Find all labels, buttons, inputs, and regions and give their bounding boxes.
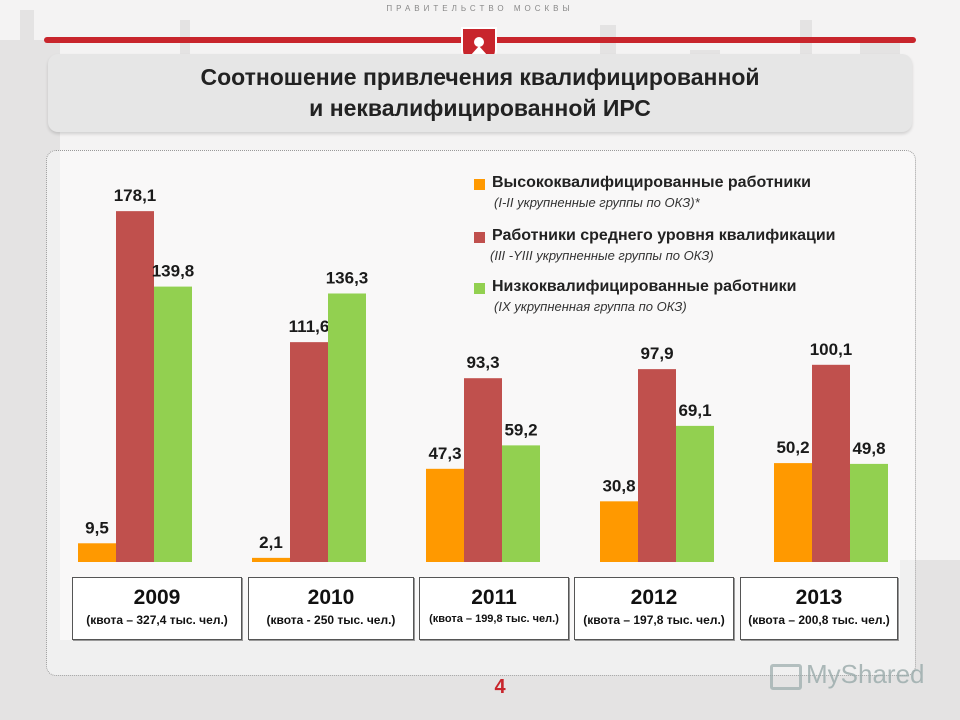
bar-mid-2010	[290, 342, 328, 562]
page-title: Соотношение привлечения квалифицированно…	[48, 62, 912, 124]
legend-name-low: Низкоквалифицированные работники	[492, 278, 797, 295]
legend-desc-mid: (III -YIII укрупненные группы по ОКЗ)	[490, 248, 714, 263]
data-label-mid-2013: 100,1	[810, 340, 853, 359]
data-label-high-2010: 2,1	[259, 533, 283, 552]
year-label: 2011	[471, 586, 517, 609]
page-number: 4	[494, 676, 506, 698]
bar-mid-2011	[464, 378, 502, 562]
data-label-high-2009: 9,5	[85, 518, 109, 537]
year-box-2009: 2009 (квота – 327,4 тыс. чел.)	[72, 577, 242, 640]
legend-name-high: Высококвалифицированные работники	[492, 174, 812, 191]
quota-label: (квота – 199,8 тыс. чел.)	[429, 613, 559, 625]
legend-swatch-high	[474, 179, 485, 190]
year-label: 2013	[795, 586, 843, 609]
data-label-high-2013: 50,2	[776, 438, 809, 457]
year-box-2012: 2012 (квота – 197,8 тыс. чел.)	[574, 577, 734, 640]
quota-label: (квота - 250 тыс. чел.)	[266, 613, 396, 627]
year-label: 2012	[630, 586, 678, 609]
watermark-logo-icon	[770, 664, 802, 690]
bar-high-2013	[774, 463, 812, 562]
bar-mid-2012	[638, 369, 676, 562]
year-box-2013: 2013 (квота – 200,8 тыс. чел.)	[740, 577, 898, 640]
year-box-2011: 2011 (квота – 199,8 тыс. чел.)	[419, 577, 569, 640]
bar-mid-2013	[812, 364, 850, 562]
quota-label: (квота – 197,8 тыс. чел.)	[583, 613, 725, 627]
title-line-2: и неквалифицированной ИРС	[309, 95, 651, 121]
data-label-mid-2009: 178,1	[114, 186, 157, 205]
title-box	[48, 54, 912, 132]
data-label-high-2011: 47,3	[428, 444, 461, 463]
bar-high-2012	[600, 501, 638, 562]
bar-high-2011	[426, 468, 464, 562]
data-label-mid-2011: 93,3	[466, 353, 499, 372]
bar-high-2010	[252, 557, 290, 562]
organization-name: ПРАВИТЕЛЬСТВО МОСКВЫ	[386, 4, 574, 13]
data-label-low-2010: 136,3	[326, 268, 369, 287]
bar-low-2010	[328, 293, 366, 562]
watermark-text: MyShared	[806, 659, 925, 689]
legend-desc-high: (I-II укрупненные группы по ОКЗ)*	[494, 195, 700, 210]
data-label-low-2013: 49,8	[852, 439, 885, 458]
data-label-low-2009: 139,8	[152, 262, 195, 281]
bar-low-2011	[502, 445, 540, 562]
year-box-2010: 2010 (квота - 250 тыс. чел.)	[248, 577, 414, 640]
year-label: 2009	[133, 586, 181, 609]
data-label-high-2012: 30,8	[602, 476, 635, 495]
title-line-1: Соотношение привлечения квалифицированно…	[200, 64, 760, 90]
data-label-mid-2012: 97,9	[640, 344, 673, 363]
bar-low-2009	[154, 286, 192, 562]
bar-mid-2009	[116, 211, 154, 562]
data-label-low-2011: 59,2	[504, 420, 537, 439]
bar-low-2013	[850, 463, 888, 562]
data-label-low-2012: 69,1	[678, 401, 711, 420]
quota-label: (квота – 327,4 тыс. чел.)	[86, 613, 228, 627]
bar-high-2009	[78, 543, 116, 562]
quota-label: (квота – 200,8 тыс. чел.)	[748, 613, 890, 627]
legend-swatch-mid	[474, 232, 485, 243]
year-label: 2010	[307, 586, 355, 609]
bar-low-2012	[676, 425, 714, 562]
data-label-mid-2010: 111,6	[289, 317, 330, 336]
legend-desc-low: (IX укрупненная группа по ОКЗ)	[494, 299, 687, 314]
legend-swatch-low	[474, 283, 485, 294]
legend-name-mid: Работники среднего уровня квалификации	[492, 227, 836, 244]
